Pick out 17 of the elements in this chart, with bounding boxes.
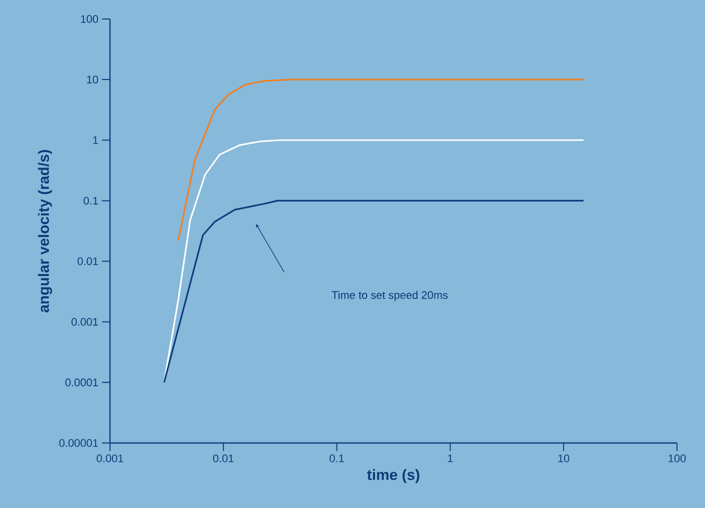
y-tick-label: 0.00001 <box>59 439 98 447</box>
x-tick-label: 1 <box>448 454 453 462</box>
x-tick-label: 0.001 <box>96 454 124 462</box>
y-tick-label: 100 <box>81 15 98 23</box>
y-axis-title: angular velocity (rad/s) <box>38 150 52 312</box>
y-tick-label: 0.001 <box>71 318 98 326</box>
x-tick-label: 0.1 <box>330 454 344 462</box>
y-tick-label: 1 <box>93 136 98 144</box>
y-tick-label: 0.01 <box>78 257 98 266</box>
y-tick-label: 10 <box>87 76 98 84</box>
annotation: Time to set speed 20ms <box>332 290 448 302</box>
x-tick-label: 100 <box>668 454 686 462</box>
y-tick-label: 0.1 <box>84 196 98 205</box>
y-tick-label: 0.0001 <box>65 378 98 386</box>
x-axis-title: time (s) <box>367 469 420 484</box>
x-tick-label: 10 <box>558 454 570 462</box>
x-tick-label: 0.01 <box>213 454 234 462</box>
